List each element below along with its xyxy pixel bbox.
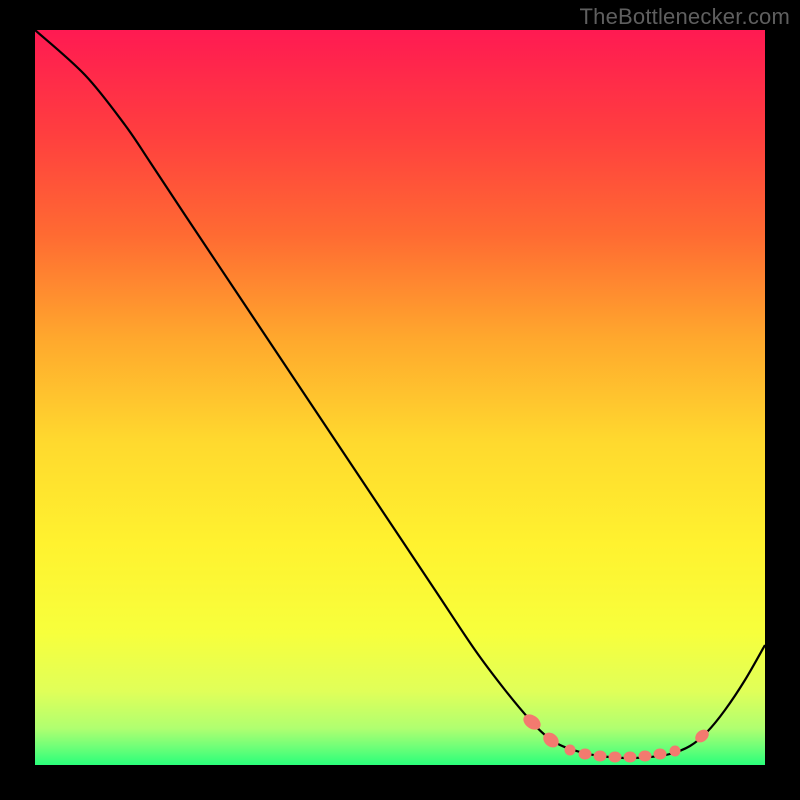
marker-point	[670, 746, 680, 756]
marker-point	[639, 751, 651, 761]
chart-svg	[35, 30, 765, 765]
gradient-background	[35, 30, 765, 765]
marker-point	[565, 745, 575, 755]
chart-frame: TheBottlenecker.com	[0, 0, 800, 800]
marker-point	[624, 752, 636, 762]
plot-area	[35, 30, 765, 765]
marker-point	[609, 752, 621, 762]
marker-point	[594, 751, 606, 761]
watermark-text: TheBottlenecker.com	[580, 4, 790, 30]
marker-point	[579, 749, 591, 759]
marker-point	[654, 749, 666, 759]
